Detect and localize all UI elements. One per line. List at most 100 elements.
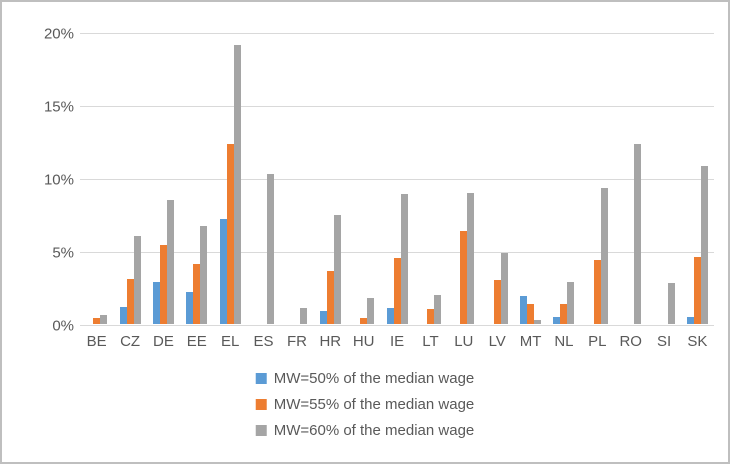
bar-group-lv	[481, 33, 514, 324]
bar-be	[100, 315, 108, 324]
x-axis-tick-label-hr: HR	[319, 333, 342, 350]
bar-fr	[300, 307, 308, 324]
x-axis-tick-label-pl: PL	[588, 333, 607, 350]
x-axis-tick-label-sk: SK	[687, 333, 708, 350]
bar-mt	[520, 296, 528, 324]
bar-hr	[319, 310, 327, 324]
y-axis-tick-label: 10%	[43, 171, 74, 188]
bar-cz	[126, 278, 134, 324]
bar-ee	[186, 291, 194, 324]
bar-ee	[193, 264, 201, 324]
bar-el	[219, 218, 227, 324]
bar-group-si	[647, 33, 680, 324]
bar-lu	[467, 192, 475, 324]
bar-hr	[326, 271, 334, 324]
gridline	[80, 33, 714, 34]
x-axis-tick-label-ee: EE	[186, 333, 207, 350]
x-axis-tick-label-el: EL	[221, 333, 240, 350]
bar-lt	[426, 309, 434, 324]
bar-pl	[593, 259, 601, 324]
x-axis-tick-label-lt: LT	[422, 333, 439, 350]
bar-group-lu	[447, 33, 480, 324]
bar-group-hu	[347, 33, 380, 324]
y-axis-tick-label: 0%	[52, 317, 74, 334]
bar-nl	[567, 281, 575, 324]
bar-group-ro	[614, 33, 647, 324]
bar-lv	[500, 252, 508, 324]
bar-groups	[80, 33, 714, 324]
bar-ie	[400, 194, 408, 324]
y-axis-tick-label: 15%	[43, 98, 74, 115]
gridline	[80, 106, 714, 107]
legend-swatch-gray-icon	[255, 425, 267, 436]
bar-hu	[367, 297, 375, 324]
bar-group-hr	[314, 33, 347, 324]
bar-group-be	[80, 33, 113, 324]
bar-ee	[200, 226, 208, 324]
legend-label-mw50: MW=50% of the median wage	[273, 370, 475, 387]
bar-hr	[333, 214, 341, 324]
bar-pl	[600, 188, 608, 324]
bar-es	[267, 173, 275, 324]
bar-lu	[460, 230, 468, 324]
x-axis-tick-label-ie: IE	[389, 333, 405, 350]
bar-ie	[393, 258, 401, 324]
bar-sk	[686, 316, 694, 324]
bar-group-sk	[681, 33, 714, 324]
x-axis-tick-label-be: BE	[86, 333, 107, 350]
bar-group-mt	[514, 33, 547, 324]
bar-de	[166, 199, 174, 324]
bar-ro	[634, 144, 642, 324]
gridline	[80, 252, 714, 253]
bar-el	[233, 45, 241, 324]
bar-de	[159, 245, 167, 324]
bar-cz	[133, 236, 141, 324]
bar-mt	[527, 303, 535, 324]
legend-swatch-blue-icon	[255, 373, 267, 384]
x-axis-tick-label-ro: RO	[619, 333, 642, 350]
bar-cz	[119, 306, 127, 324]
legend-label-mw55: MW=55% of the median wage	[273, 396, 475, 413]
gridline	[80, 325, 714, 326]
x-axis-tick-label-lv: LV	[488, 333, 506, 350]
bar-ie	[386, 307, 394, 324]
bar-lv	[493, 280, 501, 324]
bar-group-cz	[113, 33, 146, 324]
bar-group-pl	[581, 33, 614, 324]
bar-nl	[560, 303, 568, 324]
bar-group-es	[247, 33, 280, 324]
x-axis-labels: BE CZ DE EE EL ES FR HR HU IE LT LU LV MT NL PL RO SI SK	[80, 333, 714, 350]
x-axis-tick-label-nl: NL	[554, 333, 574, 350]
bar-el	[226, 144, 234, 324]
legend-item-mw55: MW=55% of the median wage	[255, 395, 475, 414]
bar-group-lt	[414, 33, 447, 324]
bar-be	[93, 318, 101, 324]
plot-area: 0% 5% 10% 15% 20%	[44, 25, 714, 334]
bar-group-fr	[280, 33, 313, 324]
legend: MW=50% of the median wage MW=55% of the …	[255, 369, 475, 440]
legend-swatch-orange-icon	[255, 399, 267, 410]
bar-mt	[534, 319, 542, 324]
bar-si	[667, 283, 675, 324]
bar-sk	[693, 256, 701, 324]
x-axis-tick-label-cz: CZ	[120, 333, 141, 350]
x-axis-tick-label-mt: MT	[519, 333, 542, 350]
gridline	[80, 179, 714, 180]
x-axis-tick-label-si: SI	[656, 333, 672, 350]
x-axis-tick-label-de: DE	[153, 333, 174, 350]
y-axis-tick-label: 5%	[52, 244, 74, 261]
x-axis-tick-label-lu: LU	[454, 333, 474, 350]
bar-hu	[360, 318, 368, 324]
bar-lt	[433, 294, 441, 324]
bar-group-ie	[380, 33, 413, 324]
bar-sk	[700, 166, 708, 324]
x-axis-tick-label-hu: HU	[352, 333, 375, 350]
y-axis-tick-label: 20%	[43, 25, 74, 42]
bar-group-ee	[180, 33, 213, 324]
bar-group-nl	[547, 33, 580, 324]
legend-label-mw60: MW=60% of the median wage	[273, 422, 475, 439]
legend-item-mw60: MW=60% of the median wage	[255, 421, 475, 440]
bar-group-de	[147, 33, 180, 324]
bar-group-el	[214, 33, 247, 324]
